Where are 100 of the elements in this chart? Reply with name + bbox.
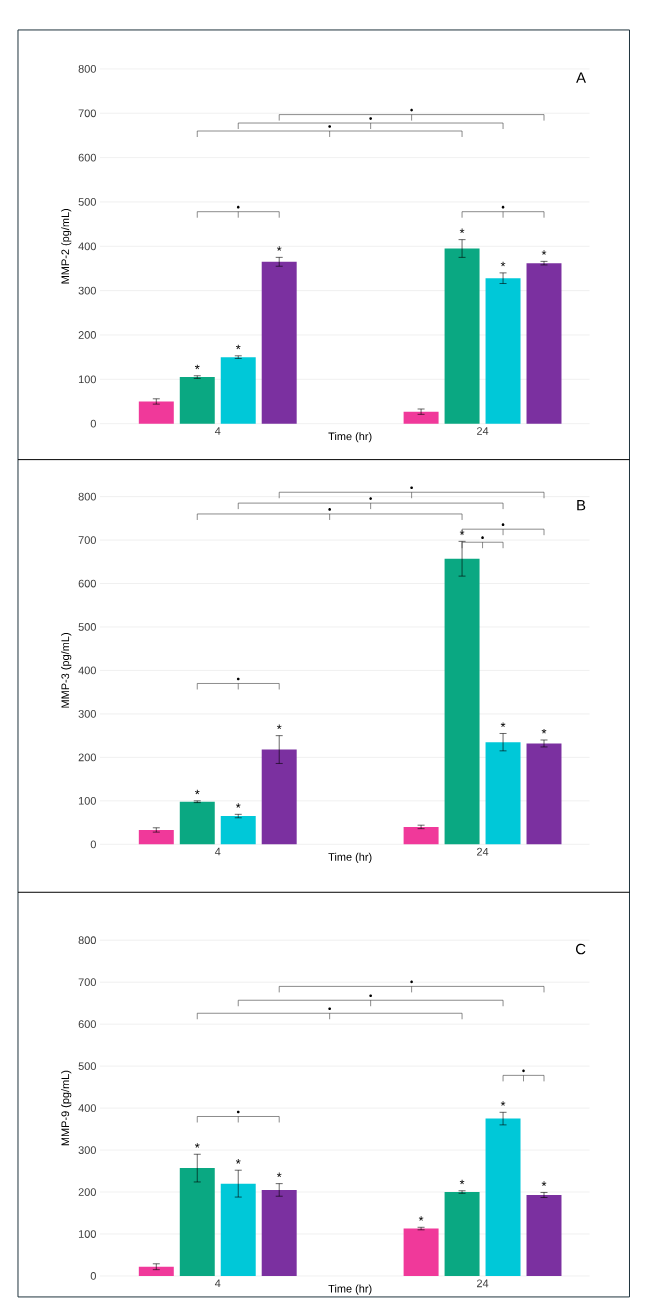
y-tick-label: 0 xyxy=(90,1272,96,1280)
y-tick-label: 400 xyxy=(78,666,96,675)
data-label: * xyxy=(276,1172,282,1178)
text: • xyxy=(410,486,413,490)
data-label: * xyxy=(541,250,547,255)
bar xyxy=(444,248,480,424)
data-label: * xyxy=(194,364,200,370)
x-tick-label: 24 xyxy=(476,427,489,435)
bar xyxy=(261,1189,297,1276)
annotation: • xyxy=(501,205,505,209)
bar xyxy=(485,278,521,424)
data-label: * xyxy=(276,724,282,730)
bar xyxy=(444,1192,480,1276)
bar xyxy=(485,742,521,845)
y-tick-label: 100 xyxy=(78,1230,96,1238)
y-tick-label: 0 xyxy=(90,840,96,849)
annotation: • xyxy=(410,980,413,984)
bar xyxy=(220,1183,256,1276)
y-tick-label: 600 xyxy=(78,153,96,162)
annotation: • xyxy=(328,508,331,511)
bar xyxy=(444,558,480,845)
annotation: • xyxy=(501,523,505,527)
data-label: * xyxy=(418,1216,424,1221)
y-tick-label: 700 xyxy=(78,978,96,987)
x-tick-label: 4 xyxy=(214,847,221,856)
y-tick-label: 300 xyxy=(78,286,96,295)
x-axis-title: Time (hr) xyxy=(328,1284,372,1295)
data-label: * xyxy=(194,1143,200,1148)
y-tick-label: 500 xyxy=(78,623,96,631)
data-label: * xyxy=(500,261,506,267)
bar xyxy=(403,1228,439,1276)
y-axis-title: MMP-3 (pg/mL) xyxy=(60,633,72,708)
bar xyxy=(179,801,215,845)
bar xyxy=(179,377,215,424)
annotation: • xyxy=(236,1110,240,1114)
bar xyxy=(138,829,174,845)
y-tick-label: 700 xyxy=(78,109,96,118)
y-tick-label: 200 xyxy=(78,1188,96,1196)
annotation: • xyxy=(369,994,372,998)
x-tick-label: 4 xyxy=(214,427,221,435)
y-axis-title: MMP-9 (pg/mL) xyxy=(60,1070,72,1146)
data-label: * xyxy=(541,1181,547,1186)
y-tick-label: 500 xyxy=(78,1062,96,1071)
y-tick-label: 600 xyxy=(78,579,96,588)
bar xyxy=(485,1118,521,1276)
y-tick-label: 700 xyxy=(78,536,96,544)
bar xyxy=(138,401,174,424)
y-tick-label: 100 xyxy=(78,375,96,384)
x-tick-label: 24 xyxy=(476,1279,489,1288)
y-tick-label: 200 xyxy=(78,331,96,339)
bar xyxy=(261,261,297,424)
annotation: • xyxy=(328,1007,331,1011)
data-label: * xyxy=(235,344,241,350)
annotation: • xyxy=(410,108,413,112)
annotation: • xyxy=(521,1069,525,1073)
bar xyxy=(526,743,562,845)
data-label: * xyxy=(276,246,282,251)
bar xyxy=(526,263,562,424)
chart-title: B xyxy=(577,500,585,511)
data-label: * xyxy=(541,728,547,734)
data-label: * xyxy=(459,228,465,234)
bar xyxy=(179,1168,215,1276)
y-tick-label: 300 xyxy=(78,1146,96,1154)
y-tick-label: 800 xyxy=(78,936,96,945)
bar xyxy=(220,357,256,424)
data-label: * xyxy=(459,1179,465,1185)
x-tick-label: 24 xyxy=(476,847,489,856)
bar xyxy=(526,1194,562,1276)
annotation: • xyxy=(236,205,240,209)
data-label: * xyxy=(500,722,506,727)
annotation: • xyxy=(480,536,484,540)
x-axis-title: Time (hr) xyxy=(328,432,372,443)
y-tick-label: 300 xyxy=(78,710,96,718)
data-label: * xyxy=(235,1159,241,1164)
x-axis-title: Time (hr) xyxy=(328,852,372,864)
data-label: * xyxy=(194,789,200,795)
data-label: * xyxy=(235,803,241,808)
bar xyxy=(138,1266,174,1276)
chart-title: A xyxy=(575,72,586,83)
y-tick-label: 0 xyxy=(90,419,96,428)
y-tick-label: 400 xyxy=(78,1104,96,1112)
bar xyxy=(403,826,439,845)
annotation: • xyxy=(236,677,240,681)
x-tick-label: 4 xyxy=(214,1279,221,1288)
chart-title: C xyxy=(575,943,586,955)
annotation: • xyxy=(369,117,372,120)
data-label: * xyxy=(459,530,465,535)
y-tick-label: 200 xyxy=(78,753,96,762)
y-tick-label: 500 xyxy=(78,198,96,206)
data-label: * xyxy=(500,1101,506,1106)
bar xyxy=(261,749,297,845)
annotation: • xyxy=(369,497,372,500)
y-tick-label: 600 xyxy=(78,1020,96,1029)
bar xyxy=(403,411,439,424)
y-tick-label: 800 xyxy=(78,65,96,73)
y-axis-title: MMP-2 (pg/mL) xyxy=(60,208,72,284)
y-tick-label: 100 xyxy=(78,796,96,805)
annotation: • xyxy=(328,125,331,128)
bar xyxy=(220,816,256,845)
y-tick-label: 400 xyxy=(78,242,96,251)
